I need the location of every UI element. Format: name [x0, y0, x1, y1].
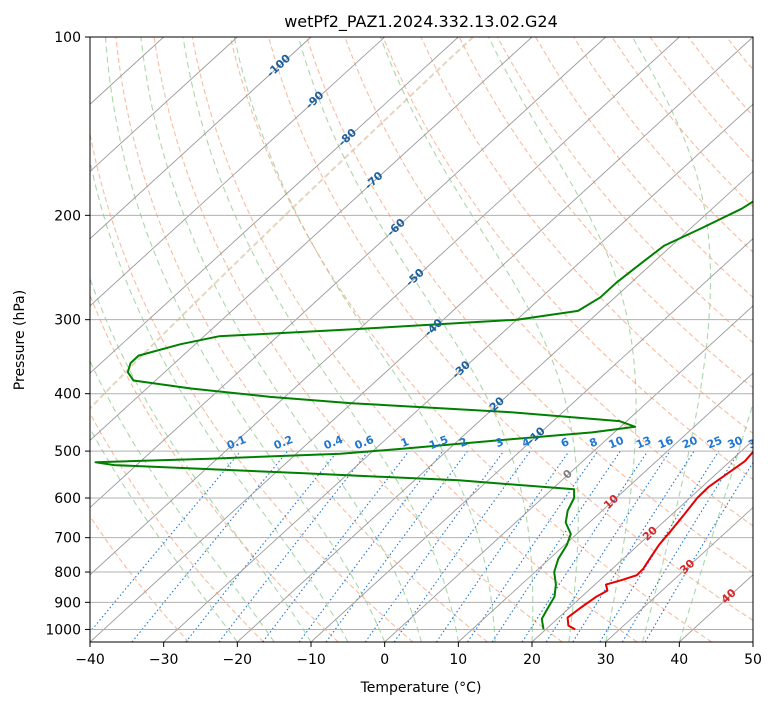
x-tick-label: 30 [597, 652, 615, 668]
x-axis-label: Temperature (°C) [360, 680, 482, 696]
y-tick-label: 600 [54, 491, 81, 507]
moist-adiabat [90, 427, 238, 642]
mixing-ratio-line [467, 450, 599, 642]
mixing-ratio-line [185, 450, 339, 642]
moist-adiabat [140, 37, 423, 642]
x-tick-label: 20 [523, 652, 541, 668]
dry-adiabat [306, 37, 753, 574]
temperature-profile [566, 450, 753, 631]
moist-adiabat [678, 401, 753, 642]
dry-adiabat [191, 37, 638, 642]
dry-adiabat [420, 37, 753, 435]
moist-adiabat [379, 37, 579, 642]
mixing-ratio-line [262, 450, 410, 642]
mixing-ratio-label: 8 [588, 435, 600, 450]
isotherm [90, 37, 385, 307]
mixing-ratio-line [435, 450, 570, 642]
moist-adiabat [233, 37, 496, 642]
mixing-ratio-label: 30 [726, 434, 745, 452]
mixing-ratio-line [131, 450, 289, 642]
pressure-gridlines [90, 37, 753, 630]
x-tick-label: −30 [149, 652, 179, 668]
y-tick-label: 200 [54, 208, 81, 224]
dry-adiabat [496, 37, 753, 344]
isotherm [90, 37, 312, 240]
dry-adiabat [535, 37, 753, 298]
moist-adiabat [90, 158, 349, 642]
dry-adiabat [153, 37, 563, 642]
mixing-ratio-label: 10 [607, 434, 626, 452]
mixing-ratio-label: 36 [746, 434, 765, 452]
isotherm [90, 37, 459, 374]
mixing-ratio-line [491, 450, 621, 642]
moist-adiabat [104, 37, 386, 642]
y-axis-label: Pressure (hPa) [12, 290, 28, 390]
mixing-ratio-line [621, 450, 740, 642]
mixing-ratio-line [521, 450, 649, 642]
mixing-ratio-line [325, 450, 468, 642]
mixing-ratio-label: 25 [705, 434, 724, 452]
x-tick-label: 40 [670, 652, 688, 668]
y-axis: 100 200 300 400 500 600 700 800 900 1000 [45, 30, 90, 638]
mixing-ratio-label: 16 [656, 434, 675, 452]
x-axis: −40 −30 −20 −10 0 10 20 30 40 50 [75, 642, 762, 668]
mixing-ratio-line [572, 450, 695, 642]
moist-adiabat [90, 359, 275, 642]
isotherm [90, 37, 680, 576]
x-tick-label: −10 [296, 652, 326, 668]
isotherm [531, 439, 753, 642]
isotherm [90, 37, 238, 173]
y-tick-label: 400 [54, 387, 81, 403]
isotherm [237, 170, 753, 642]
profiles [94, 200, 753, 631]
y-tick-label: 700 [54, 531, 81, 547]
mixing-ratio-lines [90, 450, 753, 642]
mixing-ratio-line [90, 450, 242, 633]
isotherm [90, 37, 606, 509]
moist-adiabat [632, 37, 712, 642]
x-tick-label: 10 [449, 652, 467, 668]
moist-adiabat [297, 37, 534, 642]
isotherm [310, 238, 753, 642]
x-tick-label: −40 [75, 652, 105, 668]
mixing-ratio-line [364, 450, 505, 642]
y-tick-label: 800 [54, 565, 81, 581]
mixing-ratio-label: 13 [634, 434, 653, 452]
dry-adiabat [115, 37, 488, 642]
mixing-ratio-label: 3 [494, 435, 506, 450]
x-tick-label: 0 [380, 652, 389, 668]
isotherm [384, 305, 753, 642]
dry-adiabat [90, 412, 264, 642]
mixing-ratio-label: 2 [457, 435, 469, 450]
y-tick-label: 100 [54, 30, 81, 46]
isotherm [90, 37, 753, 642]
x-tick-label: −20 [223, 652, 253, 668]
mixing-ratio-label: 1 [399, 435, 411, 450]
y-tick-label: 900 [54, 595, 81, 611]
dry-adiabat [267, 37, 753, 622]
chart-title: wetPf2_PAZ1.2024.332.13.02.G24 [284, 12, 558, 32]
plot-area: -100-90-80-70-60-50-40-30-20-10010203040… [90, 37, 765, 642]
x-tick-label: 50 [744, 652, 762, 668]
moist-adiabat [182, 37, 459, 642]
dewpoint-profile [94, 200, 753, 630]
plot-frame [89, 36, 754, 643]
y-tick-label: 300 [54, 313, 81, 329]
reference-curve [90, 37, 474, 410]
y-tick-label: 1000 [45, 622, 81, 638]
mixing-ratio-line [545, 450, 671, 642]
mixing-ratio-label: 20 [680, 434, 699, 452]
isotherm [605, 506, 753, 642]
dry-adiabat [382, 37, 753, 481]
y-tick-label: 500 [54, 444, 81, 460]
mixing-ratio-line [298, 450, 444, 642]
isotherm [163, 103, 753, 642]
